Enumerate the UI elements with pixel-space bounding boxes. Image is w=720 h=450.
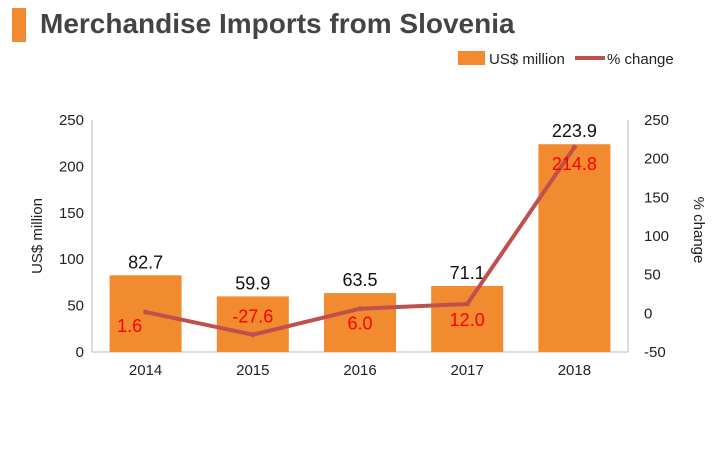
y-tick-label-right: -50 [644, 344, 666, 361]
y-tick-label-right: 0 [644, 305, 652, 322]
y-tick-label-left: 0 [76, 344, 84, 361]
x-tick-label: 2016 [343, 362, 376, 379]
pct-change-point [143, 309, 149, 315]
bar-value-label: 63.5 [342, 270, 377, 290]
y-axis-title-right: % change [690, 197, 707, 264]
y-tick-label-left: 100 [59, 251, 84, 268]
bar [431, 286, 504, 352]
y-tick-label-left: 200 [59, 158, 84, 175]
y-tick-label-left: 50 [67, 298, 84, 315]
y-tick-label-right: 250 [644, 112, 669, 129]
legend-label-bar: US$ million [489, 51, 565, 68]
bar-value-label: 59.9 [235, 273, 270, 293]
y-tick-label-left: 250 [59, 112, 84, 129]
pct-change-label: -27.6 [232, 307, 273, 327]
pct-change-label: 214.8 [552, 154, 597, 174]
y-tick-label-right: 150 [644, 189, 669, 206]
x-tick-label: 2015 [236, 362, 269, 379]
pct-change-point [571, 144, 577, 150]
legend-swatch-bar [458, 51, 485, 65]
bar [324, 293, 396, 352]
x-tick-label: 2014 [129, 362, 162, 379]
bar-value-label: 71.1 [450, 263, 485, 283]
y-tick-label-right: 200 [644, 151, 669, 168]
title-accent-bar [12, 8, 26, 42]
chart-title: Merchandise Imports from Slovenia [40, 8, 515, 39]
pct-change-point [250, 332, 256, 338]
pct-change-label: 6.0 [347, 314, 372, 334]
pct-change-label: 1.6 [117, 316, 142, 336]
pct-change-point [357, 306, 363, 312]
pct-change-point [464, 301, 470, 307]
pct-change-label: 12.0 [450, 310, 485, 330]
y-tick-label-left: 150 [59, 205, 84, 222]
bar [216, 296, 289, 352]
y-tick-label-right: 50 [644, 267, 661, 284]
bar-value-label: 82.7 [128, 252, 163, 272]
x-tick-label: 2017 [451, 362, 484, 379]
bar [538, 144, 611, 352]
legend-label-line: % change [607, 51, 674, 68]
x-tick-label: 2018 [558, 362, 591, 379]
bar-value-label: 223.9 [552, 121, 597, 141]
y-axis-title-left: US$ million [29, 198, 46, 274]
y-tick-label-right: 100 [644, 228, 669, 245]
